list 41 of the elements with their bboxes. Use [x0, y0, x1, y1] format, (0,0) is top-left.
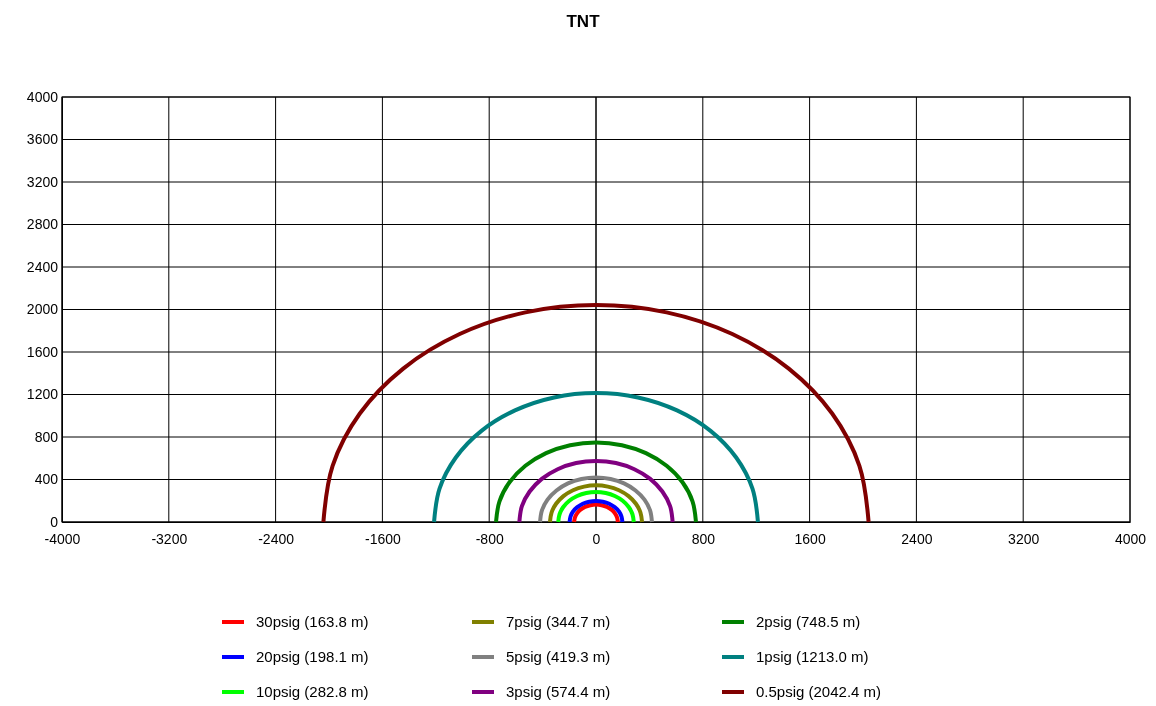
y-tick-label: 1200: [26, 386, 59, 403]
x-tick-label: 2400: [901, 530, 933, 547]
x-tick-label: 1600: [794, 530, 826, 547]
y-tick-label: 2800: [26, 216, 59, 233]
legend-label: 0.5psig (2042.4 m): [756, 683, 882, 700]
line-series: [494, 440, 698, 524]
y-tick-label: 2400: [26, 258, 59, 275]
legend-label: 5psig (419.3 m): [506, 648, 611, 665]
legend-label: 10psig (282.8 m): [256, 683, 369, 700]
line-series: [547, 483, 645, 524]
y-tick-label: 0: [50, 513, 59, 530]
y-tick-label: 3600: [26, 131, 59, 148]
chart-title: TNT: [566, 12, 601, 31]
line-series: [432, 391, 760, 524]
x-tick-label: -1600: [364, 530, 402, 547]
line-series: [517, 459, 675, 524]
x-tick-label: -800: [475, 530, 504, 547]
y-tick-label: 3200: [26, 173, 59, 190]
x-tick-label: -4000: [44, 530, 81, 547]
line-series: [572, 502, 620, 524]
legend-label: 2psig (748.5 m): [756, 613, 861, 630]
y-tick-label: 1600: [26, 343, 59, 360]
x-tick-label: -2400: [258, 530, 295, 547]
y-tick-label: 4000: [26, 88, 59, 105]
y-tick-label: 2000: [26, 301, 59, 318]
y-tick-label: 400: [34, 471, 59, 488]
legend-label: 1psig (1213.0 m): [756, 648, 869, 665]
line-series: [567, 498, 625, 524]
x-tick-label: 800: [691, 530, 716, 547]
legend-label: 20psig (198.1 m): [256, 648, 369, 665]
x-tick-label: 0: [592, 530, 601, 547]
x-tick-label: 3200: [1008, 530, 1040, 547]
legend-label: 30psig (163.8 m): [256, 613, 369, 630]
line-series: [538, 475, 654, 524]
x-tick-label: -3200: [151, 530, 188, 547]
legend-label: 7psig (344.7 m): [506, 613, 611, 630]
line-series: [321, 303, 871, 524]
line-series: [556, 489, 636, 524]
legend-label: 3psig (574.4 m): [506, 683, 611, 700]
y-tick-label: 800: [34, 428, 59, 445]
x-tick-label: 4000: [1114, 530, 1147, 547]
